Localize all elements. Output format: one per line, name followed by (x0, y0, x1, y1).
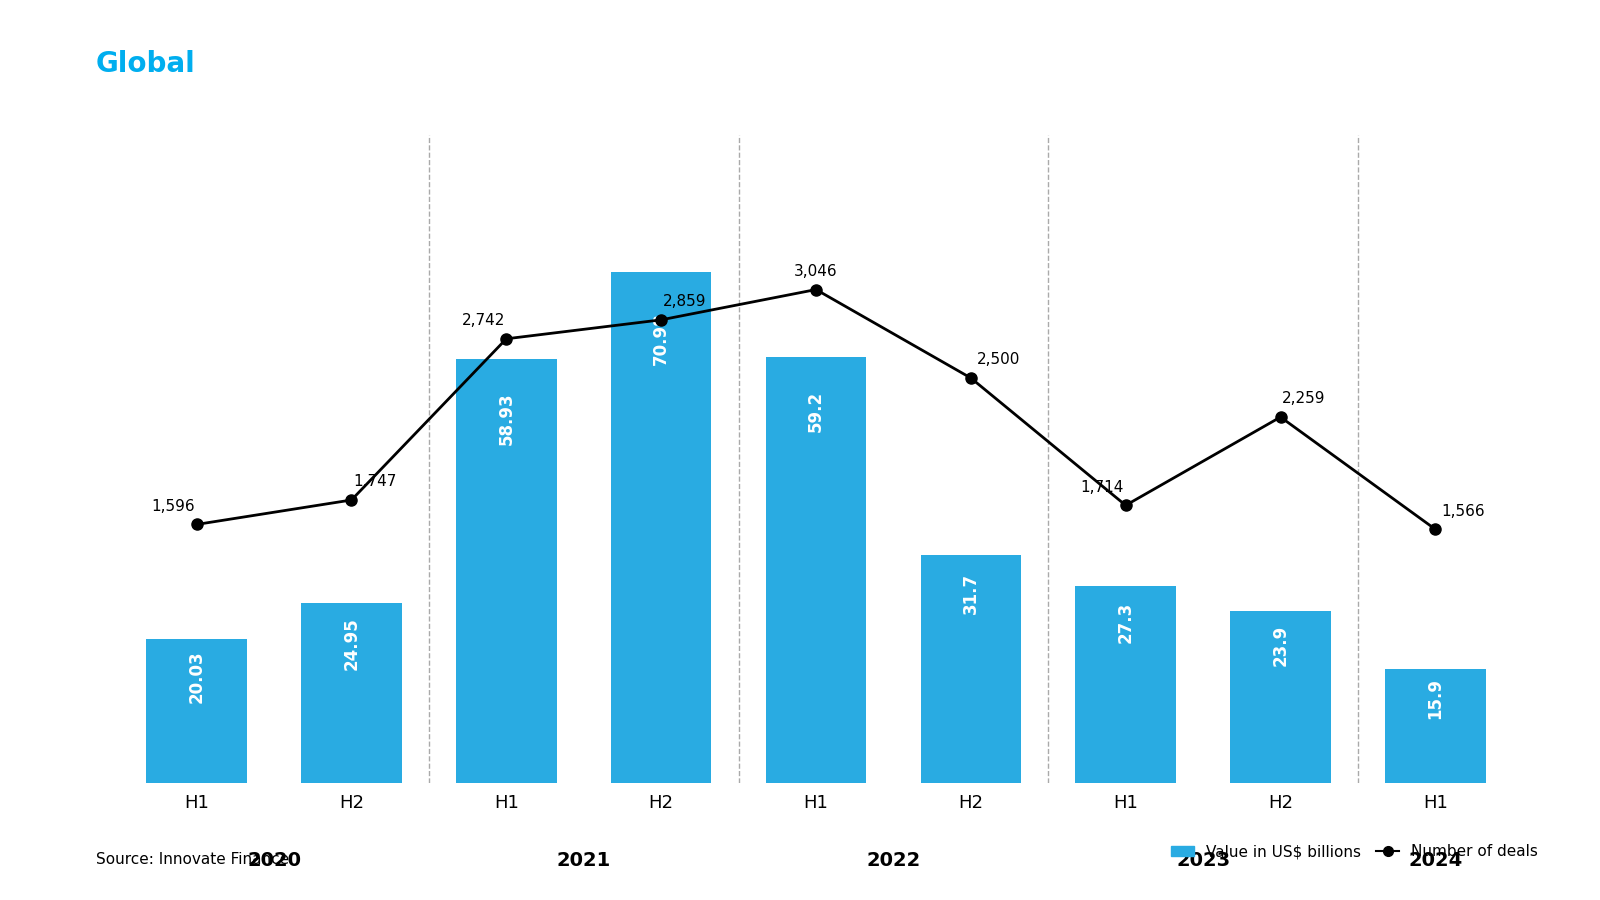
Bar (456, 359, 557, 783)
Text: 2024: 2024 (1408, 851, 1462, 870)
Text: Global: Global (96, 50, 195, 77)
Text: 31.7: 31.7 (962, 573, 979, 614)
Bar (766, 356, 866, 783)
Text: 24.95: 24.95 (342, 617, 360, 670)
Text: 3,046: 3,046 (794, 264, 838, 279)
Text: 2022: 2022 (866, 851, 920, 870)
Text: 2,500: 2,500 (978, 352, 1021, 367)
Text: 1,596: 1,596 (152, 499, 195, 514)
Text: 2,742: 2,742 (461, 313, 504, 328)
Text: 1,566: 1,566 (1442, 503, 1485, 518)
Text: 2020: 2020 (246, 851, 301, 870)
Text: 70.98: 70.98 (653, 313, 670, 365)
Text: 2,859: 2,859 (662, 294, 706, 309)
Text: 2,259: 2,259 (1282, 392, 1325, 406)
Text: 2023: 2023 (1176, 851, 1230, 870)
Bar (146, 639, 246, 783)
Bar (301, 603, 402, 783)
Bar (1075, 587, 1176, 783)
Text: Source: Innovate Finance: Source: Innovate Finance (96, 852, 290, 867)
Text: 20.03: 20.03 (187, 651, 206, 703)
Bar (1386, 669, 1486, 783)
Text: 27.3: 27.3 (1117, 602, 1134, 644)
Bar (920, 554, 1021, 783)
Text: 23.9: 23.9 (1272, 625, 1290, 666)
Text: 2021: 2021 (557, 851, 611, 870)
Legend: Value in US$ billions, Number of deals: Value in US$ billions, Number of deals (1165, 838, 1544, 866)
Text: 15.9: 15.9 (1426, 678, 1445, 719)
Text: 1,747: 1,747 (354, 474, 397, 490)
Bar (1230, 611, 1331, 783)
Text: 59.2: 59.2 (806, 391, 826, 432)
Bar (611, 272, 712, 783)
Text: 58.93: 58.93 (498, 392, 515, 446)
Text: 1,714: 1,714 (1080, 480, 1125, 494)
